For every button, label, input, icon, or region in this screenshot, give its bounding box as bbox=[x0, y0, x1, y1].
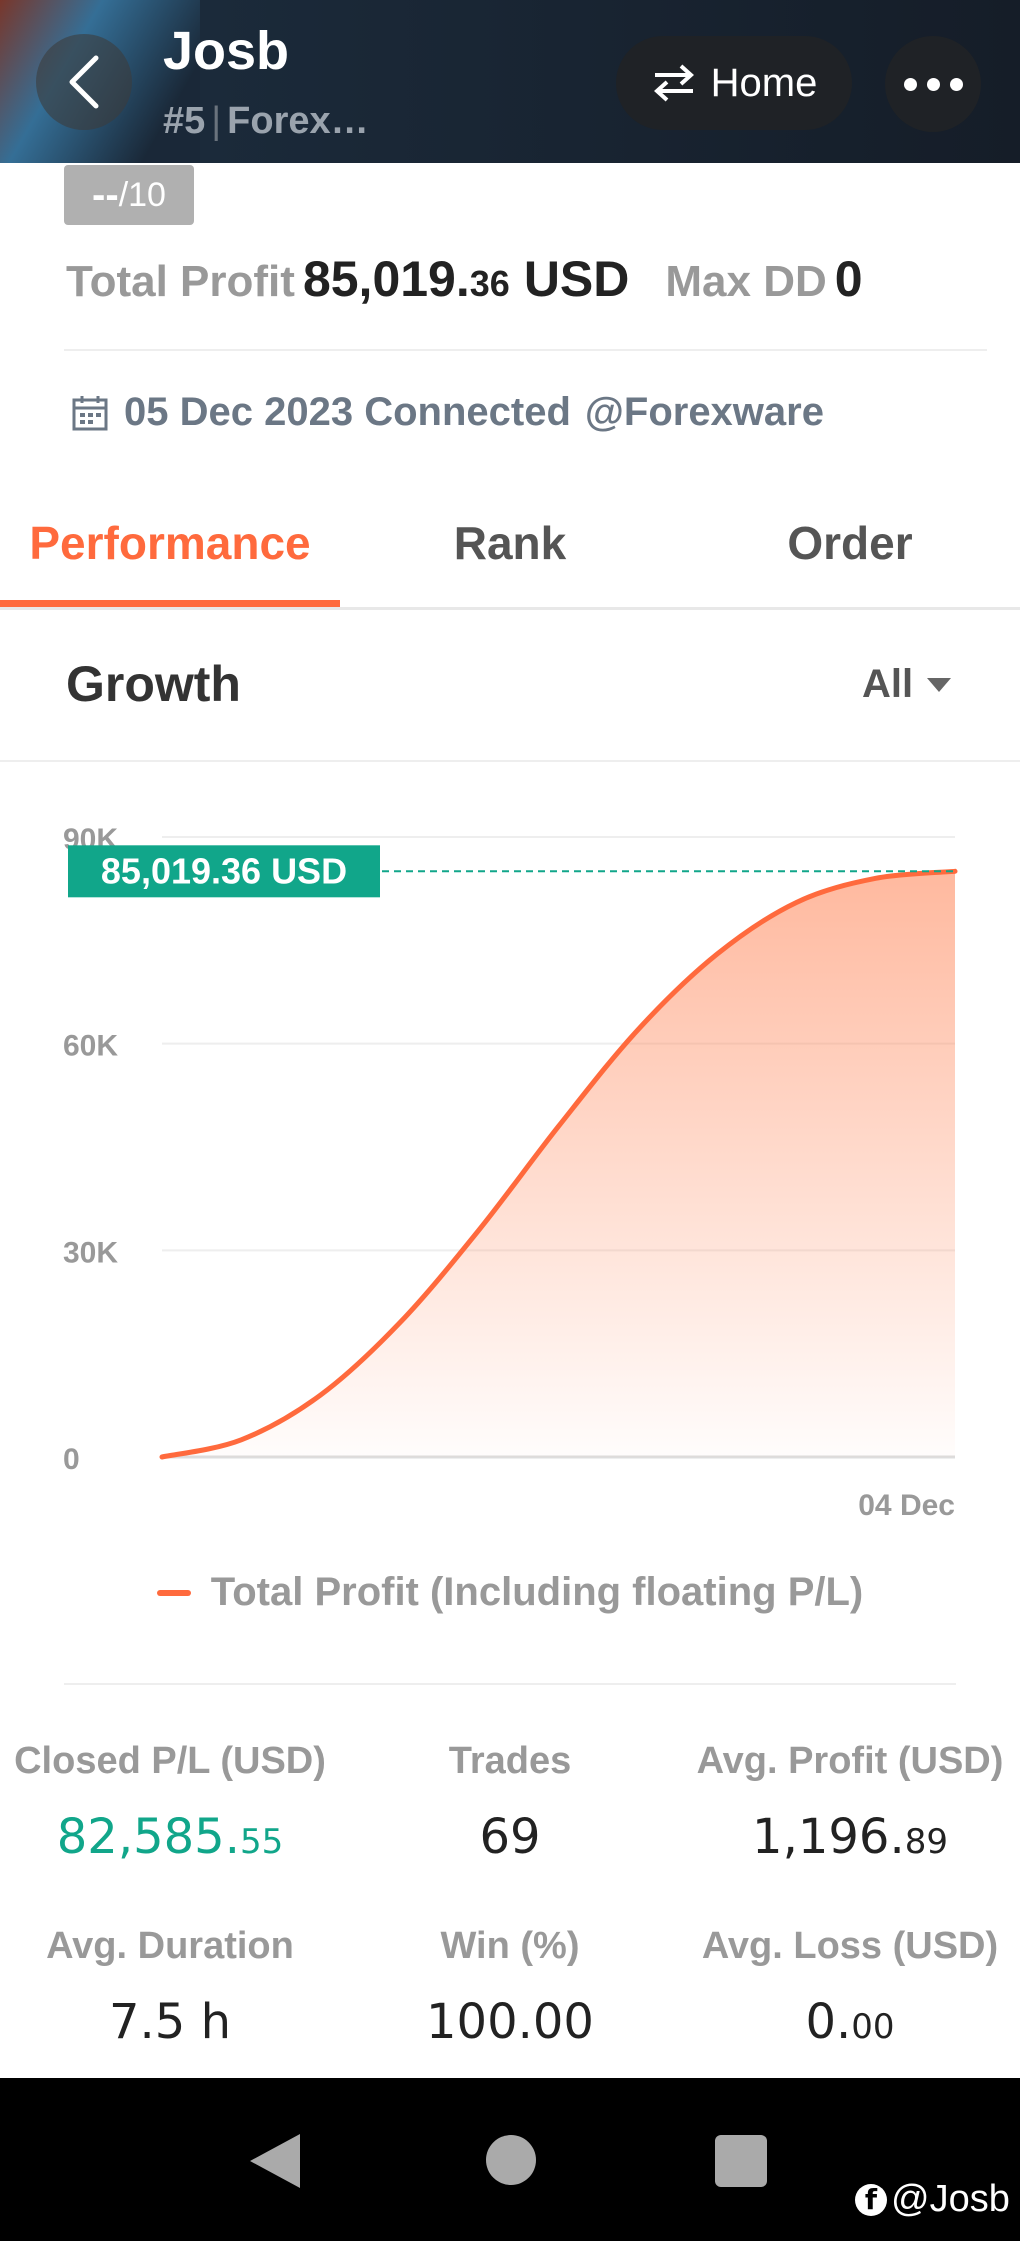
stat-win: Win (%) 100.00 bbox=[340, 1925, 680, 2050]
profit-summary: Total Profit 85,019.36 USD Max DD 0 bbox=[66, 250, 863, 308]
stat-label: Win (%) bbox=[440, 1925, 580, 1967]
separator: | bbox=[211, 100, 222, 142]
series-line bbox=[159, 868, 958, 1460]
stat-value: 1,196.89 bbox=[680, 1809, 1020, 1865]
range-label: All bbox=[862, 662, 914, 706]
more-dot-icon bbox=[926, 77, 940, 91]
tab-performance[interactable]: Performance bbox=[29, 517, 311, 569]
caret-down-icon bbox=[927, 677, 952, 692]
x-tick-label: 04 Dec bbox=[858, 1489, 955, 1522]
nav-recents-icon[interactable] bbox=[715, 2135, 767, 2187]
total-profit-int: 85,019. bbox=[302, 251, 470, 307]
home-button[interactable]: Home bbox=[616, 36, 852, 130]
y-tick-label: 60K bbox=[63, 1030, 118, 1063]
stat-label: Avg. Loss (USD) bbox=[701, 1925, 999, 1967]
watermark: f @Josb bbox=[855, 2178, 1010, 2221]
rank-label: #5 bbox=[163, 100, 206, 142]
more-dot-icon bbox=[949, 77, 963, 91]
stat-closed-pl: Closed P/L (USD) 82,585.55 bbox=[0, 1740, 340, 1865]
stat-value-dec: 55 bbox=[239, 1822, 284, 1862]
stat-value: 69 bbox=[479, 1809, 541, 1865]
chart-legend: Total Profit (Including floating P/L) bbox=[0, 1570, 1020, 1615]
current-value-label: 85,019.36 USD bbox=[101, 850, 347, 891]
max-dd-value: 0 bbox=[834, 251, 863, 307]
stat-label: Closed P/L (USD) bbox=[14, 1740, 326, 1782]
range-selector[interactable]: All bbox=[862, 662, 952, 707]
total-profit-unit: USD bbox=[523, 251, 630, 307]
tab-rank[interactable]: Rank bbox=[453, 517, 567, 569]
total-profit-dec: 36 bbox=[469, 263, 510, 304]
watermark-text: @Josb bbox=[891, 2178, 1010, 2220]
home-label: Home bbox=[710, 60, 818, 105]
max-dd-label: Max DD bbox=[665, 257, 827, 306]
stat-value: 7.5 h bbox=[108, 1994, 231, 2050]
tab-bar: Performance Rank Order bbox=[0, 500, 1020, 610]
divider bbox=[64, 349, 987, 351]
stat-avg-duration: Avg. Duration 7.5 h bbox=[0, 1925, 340, 2050]
swap-icon bbox=[653, 64, 694, 102]
divider bbox=[0, 760, 1020, 762]
stat-label: Trades bbox=[448, 1740, 572, 1782]
legend-label: Total Profit (Including floating P/L) bbox=[210, 1570, 864, 1614]
y-tick-label: 0 bbox=[63, 1443, 80, 1476]
stat-avg-loss: Avg. Loss (USD) 0.00 bbox=[680, 1925, 1020, 2050]
header-background bbox=[200, 0, 1020, 163]
facebook-icon: f bbox=[855, 2183, 887, 2216]
platform-name: @Forexware bbox=[584, 390, 824, 434]
score-badge: --/10 bbox=[64, 165, 194, 225]
header: Josb #5 | Forex… Home bbox=[0, 0, 1020, 163]
stat-value-dec: 89 bbox=[904, 1822, 948, 1862]
more-dot-icon bbox=[903, 77, 917, 91]
score-max: /10 bbox=[118, 175, 166, 214]
more-options-button[interactable] bbox=[885, 36, 981, 132]
series-area bbox=[162, 871, 955, 1457]
connected-date: 05 Dec 2023 Connected bbox=[124, 390, 571, 434]
nav-back-icon[interactable] bbox=[250, 2134, 300, 2188]
tab-order[interactable]: Order bbox=[787, 517, 913, 569]
trader-subtitle: #5 | Forex… bbox=[163, 100, 369, 143]
growth-title: Growth bbox=[66, 656, 241, 712]
total-profit-label: Total Profit bbox=[66, 257, 295, 306]
stat-trades: Trades 69 bbox=[340, 1740, 680, 1865]
stat-avg-profit: Avg. Profit (USD) 1,196.89 bbox=[680, 1740, 1020, 1865]
divider bbox=[64, 1683, 956, 1685]
stat-label: Avg. Profit (USD) bbox=[696, 1740, 1004, 1782]
stat-value: 100.00 bbox=[426, 1994, 594, 2050]
broker-label: Forex… bbox=[227, 100, 369, 142]
nav-home-icon[interactable] bbox=[486, 2135, 536, 2185]
connection-info: 05 Dec 2023 Connected @Forexware bbox=[70, 390, 824, 435]
stat-value-dec: 00 bbox=[851, 2007, 895, 2047]
active-tab-indicator bbox=[0, 600, 340, 607]
stat-value: 82,585.55 bbox=[0, 1809, 340, 1865]
y-tick-label: 30K bbox=[63, 1236, 118, 1269]
tab-bar-border bbox=[0, 607, 1020, 610]
growth-chart: 0 30K 60K 90K 04 Dec 85,019.36 USD bbox=[0, 780, 1020, 1540]
total-profit-value: 85,019.36 bbox=[303, 250, 510, 308]
stat-label: Avg. Duration bbox=[46, 1925, 294, 1967]
score-value: -- bbox=[92, 172, 119, 217]
stat-value-int: 0. bbox=[805, 1994, 852, 2050]
system-nav-bar: f @Josb bbox=[0, 2078, 1020, 2241]
stat-value-int: 82,585. bbox=[56, 1809, 240, 1865]
back-button[interactable] bbox=[36, 34, 132, 130]
legend-swatch bbox=[156, 1589, 191, 1596]
chevron-left-icon bbox=[69, 55, 99, 109]
stat-value-int: 1,196. bbox=[752, 1809, 905, 1865]
trader-name: Josb bbox=[163, 21, 290, 81]
stat-value: 0.00 bbox=[680, 1994, 1020, 2050]
calendar-icon bbox=[72, 395, 108, 430]
current-value-badge bbox=[68, 845, 380, 898]
